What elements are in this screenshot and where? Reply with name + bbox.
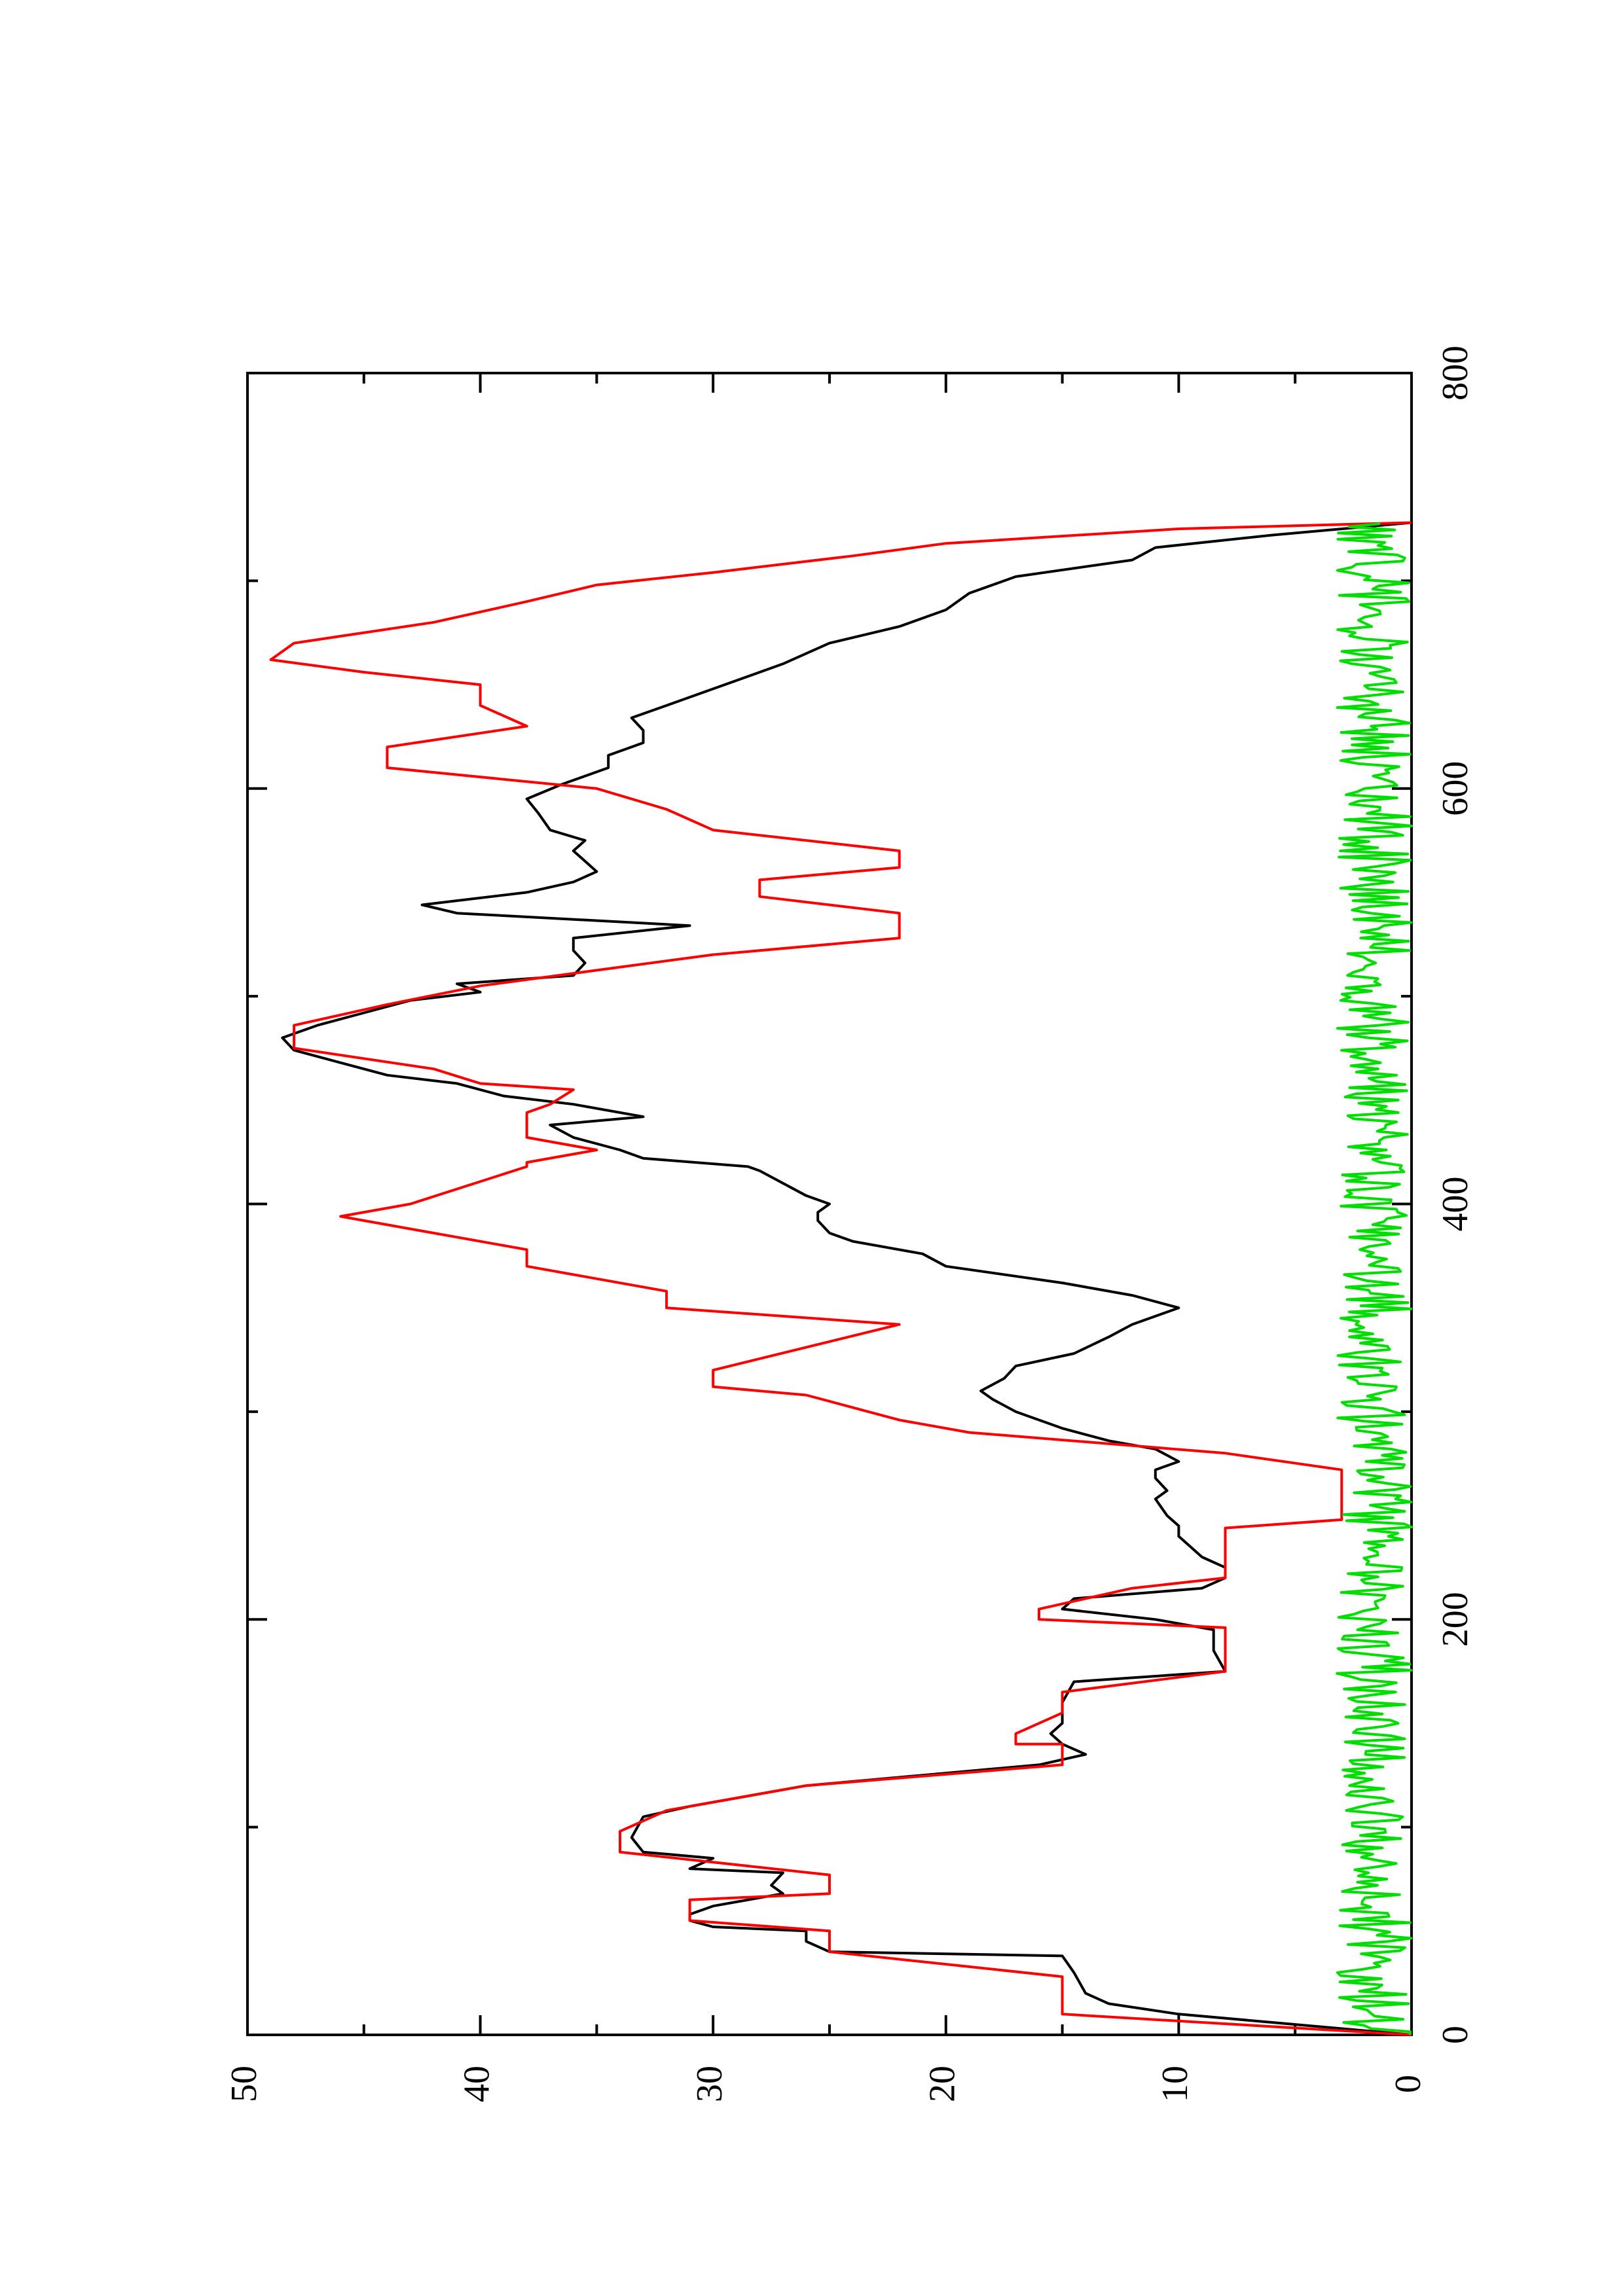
x-tick-label: 600 <box>1435 761 1476 816</box>
green-series-line <box>1336 522 1413 2036</box>
x-tick-label: 800 <box>1435 346 1476 401</box>
y-tick-label: 10 <box>1155 2066 1195 2102</box>
y-tick-label: 40 <box>456 2066 497 2102</box>
red-series-line <box>269 521 1412 2036</box>
ticks-layer <box>246 372 1413 2036</box>
y-tick-label: 20 <box>922 2066 963 2102</box>
y-tick-label: 30 <box>689 2066 730 2102</box>
y-tick-label: 50 <box>224 2066 264 2102</box>
y-tick-label: 0 <box>1388 2075 1429 2093</box>
black-series-line <box>281 521 1412 2036</box>
x-tick-label: 400 <box>1435 1177 1476 1232</box>
series-layer <box>269 521 1413 2036</box>
x-tick-label: 200 <box>1435 1592 1476 1647</box>
tick-labels-layer: 0 200 400 600 800 0 10 20 30 40 50 <box>224 346 1476 2102</box>
x-tick-label: 0 <box>1435 2026 1476 2044</box>
